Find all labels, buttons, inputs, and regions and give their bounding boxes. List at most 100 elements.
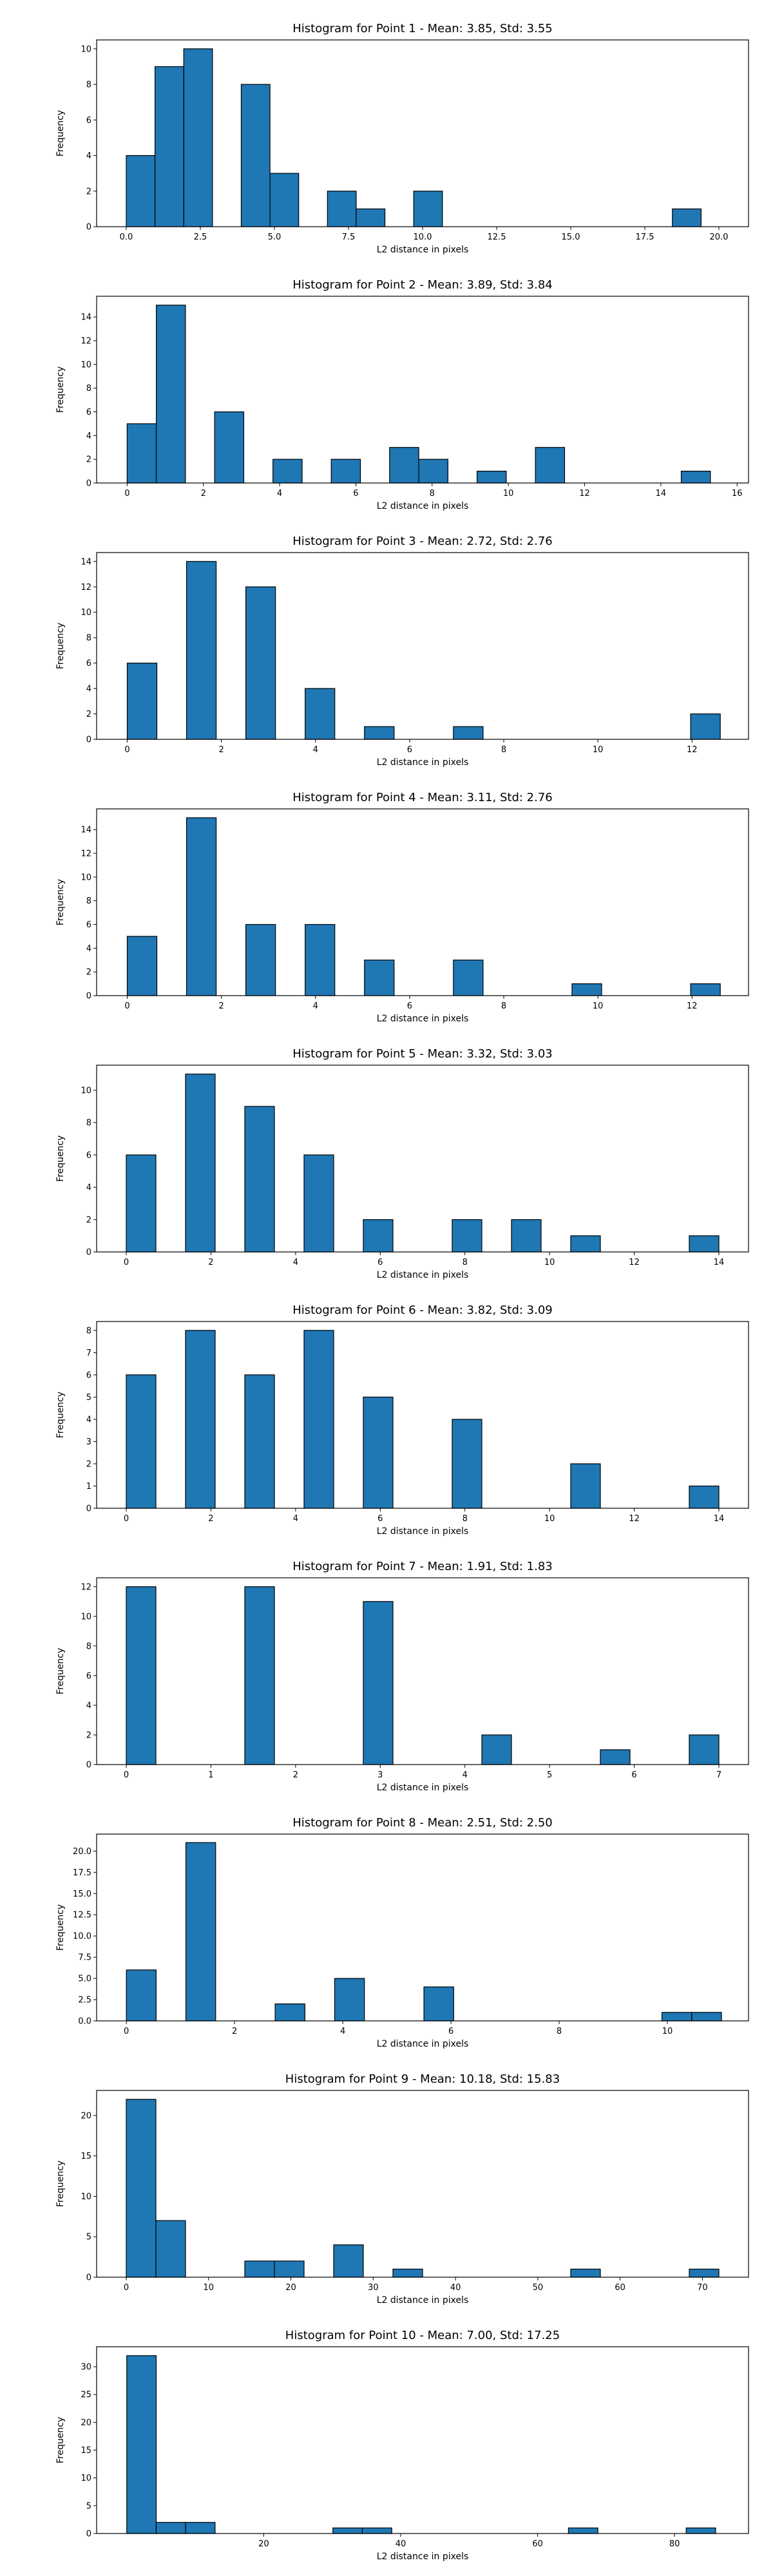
x-tick-label: 0: [124, 2027, 129, 2036]
histogram-bar: [186, 817, 217, 996]
x-tick-label: 2: [201, 489, 206, 498]
y-tick-label: 6: [86, 659, 91, 668]
y-tick-label: 4: [86, 944, 91, 954]
x-axis-label: L2 distance in pixels: [377, 501, 469, 511]
x-tick-label: 60: [615, 2283, 625, 2293]
x-tick-label: 10: [593, 1001, 604, 1011]
plot-frame: [96, 2090, 749, 2278]
x-axis-label: L2 distance in pixels: [377, 1270, 469, 1280]
histogram-bar: [269, 173, 300, 227]
chart-title: Histogram for Point 8 - Mean: 2.51, Std:…: [292, 1816, 553, 1830]
x-tick-label: 6: [377, 1258, 383, 1267]
x-tick-label: 50: [533, 2283, 544, 2293]
y-axis-label: Frequency: [55, 1648, 66, 1694]
y-tick-label: 10.0: [73, 1932, 91, 1942]
plot-frame: [96, 552, 749, 740]
histogram-bar: [126, 1969, 157, 2022]
y-tick-label: 5: [86, 2233, 91, 2242]
y-tick-label: 0: [86, 1248, 91, 1258]
histogram-bar: [570, 1463, 601, 1509]
y-tick-label: 4: [86, 1701, 91, 1710]
y-axis-label: Frequency: [55, 1392, 66, 1438]
y-tick-label: 2: [86, 187, 91, 196]
x-tick-label: 6: [377, 1514, 383, 1524]
chart-title: Histogram for Point 2 - Mean: 3.89, Std:…: [292, 278, 553, 292]
histogram-bar: [126, 936, 158, 996]
histogram-bar: [185, 2522, 216, 2534]
histogram-bar: [672, 208, 702, 227]
x-tick-label: 0: [124, 1514, 129, 1524]
histogram-bar: [600, 1749, 631, 1765]
y-tick-label: 20: [81, 2111, 91, 2121]
histogram-bar: [244, 1374, 275, 1509]
histogram-bar: [303, 1330, 334, 1509]
x-tick-label: 0: [124, 1258, 129, 1267]
x-tick-label: 10.0: [414, 232, 432, 242]
x-tick-label: 2: [293, 1770, 298, 1780]
y-tick-label: 10: [81, 2474, 91, 2483]
histogram-bar: [244, 1106, 275, 1253]
y-axis-label: Frequency: [55, 1904, 66, 1951]
x-tick-label: 15.0: [562, 232, 580, 242]
x-tick-label: 1: [208, 1770, 213, 1780]
histogram-bar: [363, 1601, 394, 1765]
x-tick-label: 0: [124, 745, 129, 755]
x-tick-label: 5.0: [268, 232, 282, 242]
y-tick-label: 17.5: [73, 1868, 91, 1878]
y-tick-label: 7.5: [78, 1953, 91, 1963]
histogram-bar: [535, 447, 566, 484]
histogram-bar: [155, 2522, 186, 2534]
y-tick-label: 2: [86, 710, 91, 719]
x-tick-label: 0: [124, 489, 129, 498]
histogram-bar: [185, 1074, 216, 1253]
histogram-bar: [214, 411, 245, 484]
y-tick-label: 12: [81, 583, 91, 592]
histogram-bar: [126, 1154, 157, 1253]
x-axis-label: L2 distance in pixels: [377, 1526, 469, 1537]
x-tick-label: 0: [124, 2283, 129, 2293]
histogram-bar: [244, 1586, 275, 1765]
y-tick-label: 2: [86, 1459, 91, 1469]
x-tick-label: 2: [208, 1514, 213, 1524]
x-tick-label: 4: [463, 1770, 468, 1780]
y-tick-label: 20: [81, 2418, 91, 2428]
x-tick-label: 14: [714, 1514, 725, 1524]
x-tick-label: 12: [687, 745, 698, 755]
x-tick-label: 4: [293, 1258, 298, 1267]
histogram-bar: [155, 66, 184, 227]
x-tick-label: 0: [124, 1770, 129, 1780]
y-tick-label: 4: [86, 431, 91, 441]
y-tick-label: 8: [86, 1326, 91, 1336]
histogram-bar: [185, 1330, 216, 1509]
x-tick-label: 30: [368, 2283, 379, 2293]
chart-title: Histogram for Point 10 - Mean: 7.00, Std…: [285, 2329, 560, 2342]
x-tick-label: 10: [544, 1514, 555, 1524]
y-tick-label: 1: [86, 1482, 91, 1492]
histogram-bar: [330, 459, 361, 484]
y-tick-label: 2: [86, 1730, 91, 1740]
x-tick-label: 2.5: [194, 232, 207, 242]
histogram-bar: [568, 2527, 598, 2534]
y-tick-label: 10: [81, 360, 91, 370]
histogram-bar: [186, 561, 217, 740]
x-tick-label: 4: [293, 1514, 298, 1524]
histogram-bar: [511, 1219, 542, 1253]
histogram-bar: [333, 2244, 364, 2278]
y-tick-label: 5.0: [78, 1975, 91, 1984]
x-tick-label: 8: [501, 1001, 506, 1011]
y-tick-label: 4: [86, 685, 91, 694]
histogram-bar: [363, 1219, 394, 1253]
y-tick-label: 6: [86, 1671, 91, 1681]
y-tick-label: 0: [86, 223, 91, 232]
y-tick-label: 0: [86, 2273, 91, 2283]
chart-title: Histogram for Point 3 - Mean: 2.72, Std:…: [292, 535, 553, 548]
x-tick-label: 10: [503, 489, 514, 498]
x-tick-label: 4: [340, 2027, 345, 2036]
x-tick-label: 80: [669, 2539, 680, 2549]
histogram-bar: [570, 2268, 601, 2278]
histogram-bar: [361, 2527, 392, 2534]
histogram-panel-7: Histogram for Point 7 - Mean: 1.91, Std:…: [55, 1560, 749, 1793]
y-tick-label: 2: [86, 1215, 91, 1225]
x-tick-label: 6: [631, 1770, 636, 1780]
